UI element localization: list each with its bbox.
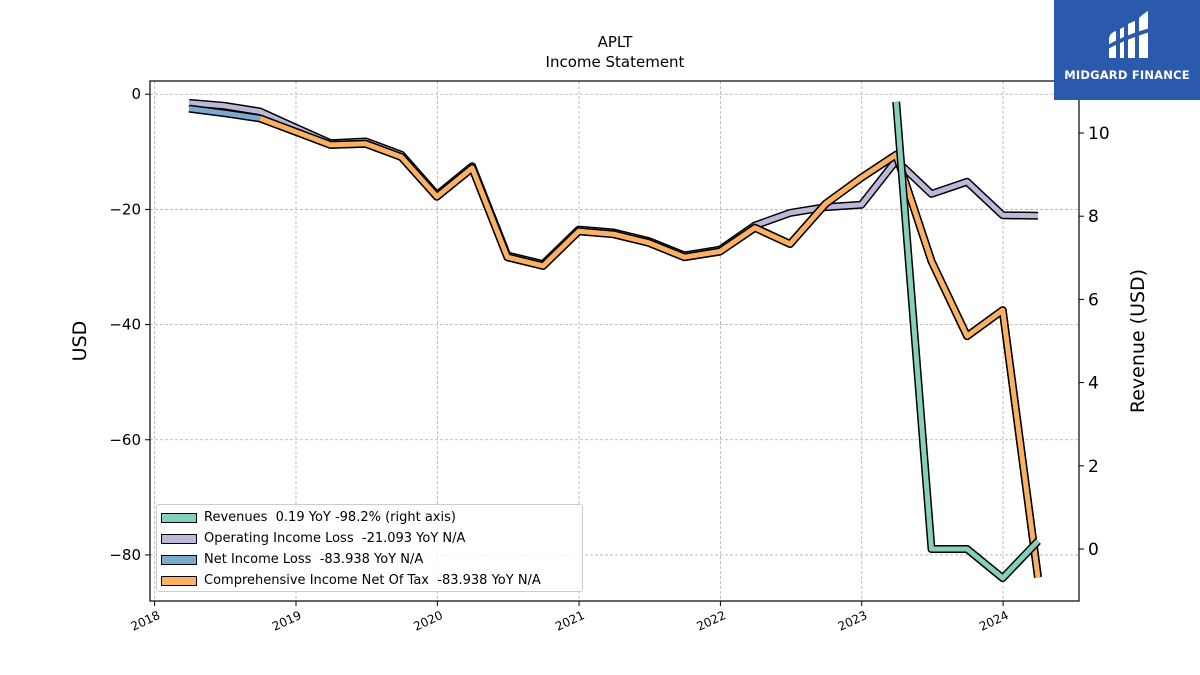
x-tick-label: 2023 [836, 608, 870, 634]
y-tick-label-right: 2 [1088, 457, 1099, 477]
y-tick-label-left: −60 [109, 431, 141, 449]
y-axis-label-right: Revenue (USD) [1127, 269, 1149, 413]
plot-frame [149, 80, 1080, 602]
x-tick-label: 2024 [977, 608, 1011, 634]
x-tick-label: 2021 [553, 608, 587, 634]
legend-item: Net Income Loss -83.938 YoY N/A [161, 549, 582, 570]
legend-item: Revenues 0.19 YoY -98.2% (right axis) [161, 507, 582, 528]
y-tick-label-left: 0 [131, 85, 141, 103]
y-tick-label-left: −40 [109, 316, 141, 334]
midgard-finance-logo: MIDGARD FINANCE [1054, 0, 1200, 100]
legend-item: Operating Income Loss -21.093 YoY N/A [161, 528, 582, 549]
y-tick-label-left: −80 [109, 546, 141, 564]
legend-label: Operating Income Loss -21.093 YoY N/A [204, 531, 466, 546]
x-tick-label: 2022 [694, 608, 728, 634]
legend-swatch [161, 533, 197, 544]
y-tick-label-right: 4 [1088, 374, 1099, 394]
legend-label: Revenues 0.19 YoY -98.2% (right axis) [204, 510, 456, 525]
legend-label: Comprehensive Income Net Of Tax -83.938 … [204, 573, 541, 588]
x-tick-label: 2019 [270, 608, 304, 634]
logo-mark-icon [1106, 11, 1150, 58]
chart-legend: Revenues 0.19 YoY -98.2% (right axis) Ope… [156, 504, 583, 592]
y-tick-label-right: 0 [1088, 540, 1099, 560]
y-tick-label-left: −20 [109, 200, 141, 218]
logo-text: MIDGARD FINANCE [1064, 68, 1190, 82]
y-tick-label-right: 8 [1088, 207, 1099, 227]
legend-label: Net Income Loss -83.938 YoY N/A [204, 552, 424, 567]
x-tick-label: 2018 [129, 608, 163, 634]
legend-item: Comprehensive Income Net Of Tax -83.938 … [161, 570, 582, 591]
series-line-comprehensive-income-net-of-tax [259, 116, 1041, 578]
y-tick-label-right: 6 [1088, 290, 1099, 310]
x-tick-label: 2020 [411, 608, 445, 634]
y-tick-label-right: 10 [1088, 124, 1110, 144]
legend-swatch [161, 575, 197, 586]
series-layer [188, 98, 1042, 583]
chart-title: APLT [598, 33, 634, 51]
legend-swatch [161, 512, 197, 523]
y-axis-label-left: USD [69, 321, 91, 362]
chart-subtitle: Income Statement [546, 53, 685, 71]
legend-swatch [161, 554, 197, 565]
series-line-revenues [893, 101, 1040, 581]
